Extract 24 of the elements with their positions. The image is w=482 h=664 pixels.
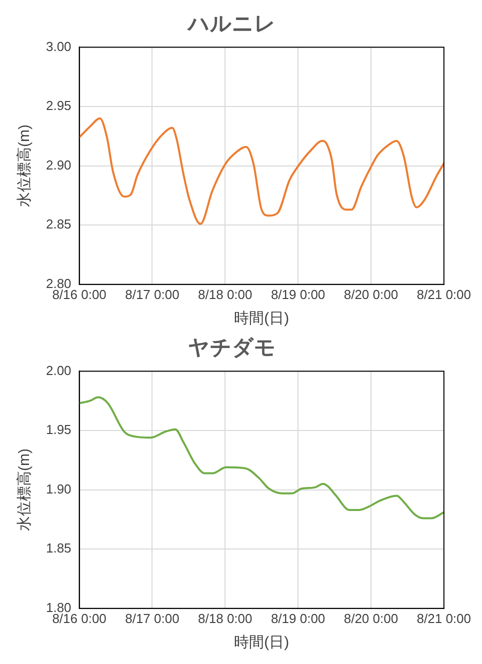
y-tick-label: 2.90 [46,157,72,172]
y-tick-label: 1.90 [46,481,72,496]
y-tick-label: 2.85 [46,216,72,232]
y-axis-title: 水位標高(m) [16,124,34,208]
chart-title: ハルニレ [186,12,276,36]
x-tick-label: 8/17 0:00 [125,286,180,302]
x-tick-label: 8/20 0:00 [344,286,398,302]
x-axis-title: 時間(日) [234,310,290,328]
x-tick-label: 8/21 0:00 [416,610,471,626]
x-tick-label: 8/18 0:00 [198,286,252,302]
y-tick-label: 2.95 [46,98,72,114]
x-tick-label: 8/18 0:00 [198,610,252,626]
chart-title: ヤチダモ [188,336,276,360]
x-tick-label: 8/17 0:00 [125,610,180,626]
y-tick-label: 1.85 [46,540,72,556]
y-tick-label: 1.95 [46,422,72,438]
y-axis-title: 水位標高(m) [16,448,34,532]
y-tick-label: 3.00 [46,38,72,54]
x-tick-label: 8/19 0:00 [270,610,326,626]
x-axis-title: 時間(日) [234,634,290,652]
x-tick-label: 8/19 0:00 [270,286,326,302]
y-tick-label: 2.00 [46,362,72,378]
x-tick-label: 8/21 0:00 [416,286,471,302]
x-tick-label: 8/20 0:00 [344,610,398,626]
